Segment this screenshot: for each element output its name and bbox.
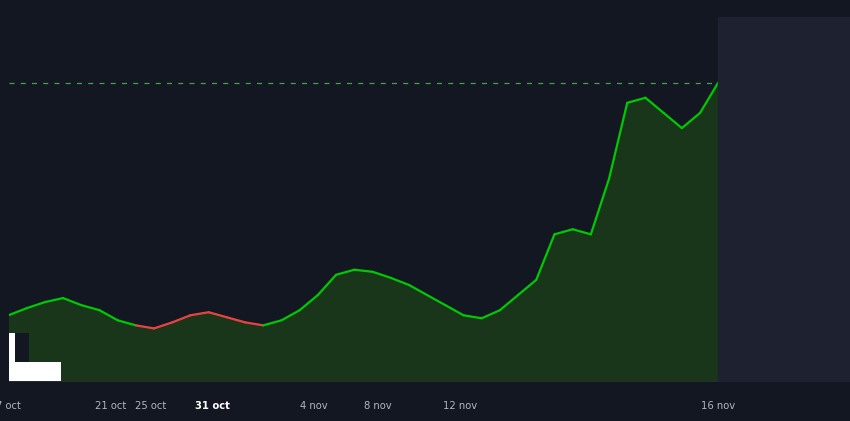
Text: 72 mil US$: 72 mil US$ xyxy=(729,275,786,285)
Text: 4 nov: 4 nov xyxy=(300,401,328,411)
Text: 76 mil US$: 76 mil US$ xyxy=(729,234,786,244)
Text: 84 mil US$: 84 mil US$ xyxy=(729,154,786,163)
Text: 96 mil US$: 96 mil US$ xyxy=(729,32,786,42)
Bar xyxy=(8,333,30,381)
Bar xyxy=(8,362,61,381)
Text: 21 oct: 21 oct xyxy=(95,401,126,411)
Text: 8 nov: 8 nov xyxy=(364,401,392,411)
Text: 25 oct: 25 oct xyxy=(135,401,166,411)
Text: 7 oct: 7 oct xyxy=(0,401,21,411)
Text: 88 mil US$: 88 mil US$ xyxy=(729,113,786,123)
Text: 12 nov: 12 nov xyxy=(443,401,477,411)
Text: 80 mil US$: 80 mil US$ xyxy=(729,194,786,204)
Text: 64 mil US$: 64 mil US$ xyxy=(729,356,786,366)
Text: 91 mil US$: 91 mil US$ xyxy=(729,77,795,88)
Text: 16 nov: 16 nov xyxy=(701,401,735,411)
Text: 92 mil US$: 92 mil US$ xyxy=(729,72,786,83)
Text: 92 mil US$: 92 mil US$ xyxy=(729,72,786,83)
Bar xyxy=(15,333,30,362)
Text: 31 oct: 31 oct xyxy=(195,401,230,411)
Text: 68 mil US$: 68 mil US$ xyxy=(729,315,786,325)
